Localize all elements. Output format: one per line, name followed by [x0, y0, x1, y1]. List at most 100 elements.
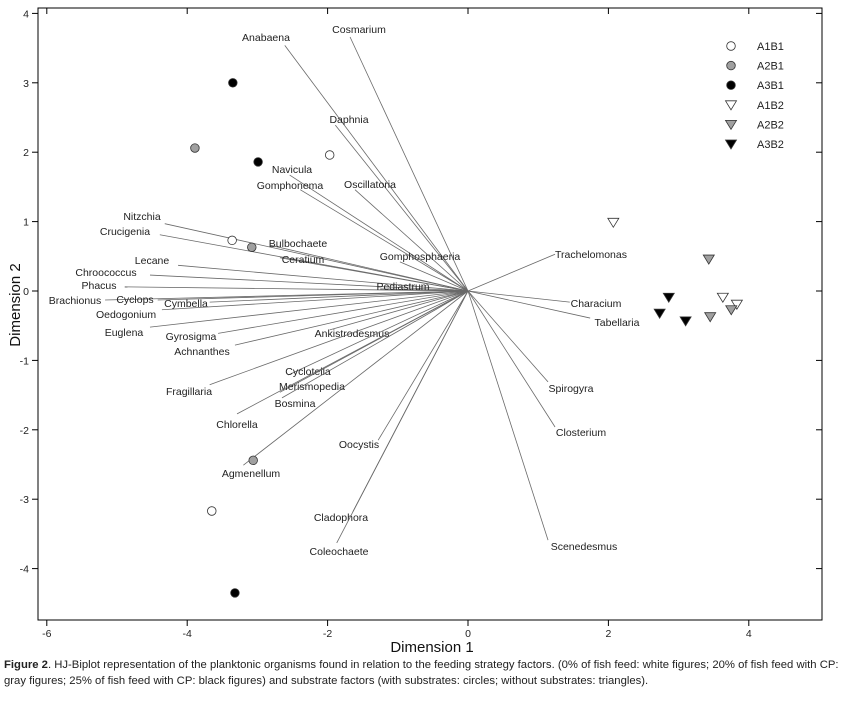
x-tick-label: -2: [323, 628, 332, 640]
vector-label: Brachionus: [49, 295, 102, 307]
y-axis-label: Dimension 2: [7, 263, 24, 346]
vector-label: Lecane: [135, 255, 170, 267]
vector-line-navicula: [289, 174, 469, 292]
point-a3b1: [228, 78, 238, 88]
point-a2b2: [703, 312, 717, 323]
vector-label: Euglena: [105, 327, 144, 339]
y-tick-label: 1: [23, 217, 29, 229]
y-tick-label: -1: [20, 355, 29, 367]
vector-label: Cladophora: [314, 512, 368, 524]
vector-label: Gomphosphaeria: [380, 251, 461, 263]
vector-line-cyclops: [157, 290, 469, 301]
vector-label: Chlorella: [216, 419, 258, 431]
vector-line-ankistrodesmus: [329, 290, 469, 331]
legend-marker-a3b2: [724, 139, 738, 150]
biplot-chart: Anabaena Cosmarium Daphnia Navicula Gomphone…: [7, 7, 823, 655]
vector-label: Cyclops: [116, 294, 153, 306]
vector-label: Anabaena: [242, 32, 290, 44]
vector-line-closterium: [467, 290, 556, 428]
point-a2b2: [725, 305, 738, 316]
legend-marker-a2b1: [726, 60, 736, 71]
vector-label: Trachelomonas: [555, 249, 627, 261]
axes: -6 -4 -2 0 2 4 -4 -3 -2 -1 0 1 2 3 4: [20, 8, 822, 640]
vectors: Anabaena Cosmarium Daphnia Navicula Gomphone…: [49, 24, 640, 558]
point-a1b2: [716, 292, 730, 304]
vector-line-fragillaria: [209, 290, 469, 386]
point-a1b1: [227, 235, 237, 246]
vector-line-gomphonema: [300, 189, 469, 292]
vector-label: Chroococcus: [75, 267, 136, 279]
legend-marker-a2b2: [724, 120, 738, 131]
vector-label: Cymbella: [164, 298, 208, 310]
vector-line-spirogyra: [467, 290, 549, 383]
vector-line-gomphosphaeria: [399, 261, 469, 292]
vector-line-oocystis: [377, 290, 469, 441]
caption-text: . HJ-Biplot representation of the plankt…: [4, 659, 839, 687]
y-tick-label: 0: [23, 286, 29, 298]
vector-label: Closterium: [556, 427, 606, 439]
vector-line-bosmina: [281, 290, 469, 399]
plot-frame: [37, 7, 823, 621]
vector-label: Gyrosigma: [166, 331, 217, 343]
y-tick-label: -3: [20, 494, 29, 506]
x-tick-label: 2: [605, 628, 611, 640]
y-tick-label: 3: [23, 78, 29, 90]
vector-label: Ankistrodesmus: [315, 328, 390, 340]
point-a2b1: [247, 242, 257, 252]
vector-line-bulbochaete: [269, 244, 469, 292]
legend-label: A1B1: [757, 41, 784, 53]
vector-label: Nitzchia: [123, 211, 161, 223]
y-tick-label: -2: [20, 425, 29, 437]
vector-line-gyrosigma: [218, 290, 469, 334]
vector-label: Agmenellum: [222, 468, 281, 480]
vector-label: Ceratium: [282, 254, 325, 266]
vector-line-chlorella: [236, 290, 469, 415]
vector-line-nitzchia: [164, 223, 469, 292]
vector-line-agmenellum: [243, 290, 469, 466]
vector-label: Tabellaria: [595, 317, 640, 329]
point-a1b1: [207, 506, 217, 516]
vector-line-euglena: [149, 290, 469, 328]
vector-label: Spirogyra: [549, 383, 594, 395]
vector-line-cyclotella: [288, 290, 469, 376]
vector-label: Characium: [571, 298, 622, 310]
vector-line-cosmarium: [349, 36, 469, 292]
vector-label: Pediastrum: [376, 281, 429, 293]
points: [190, 78, 744, 598]
vector-label: Achnanthes: [174, 346, 229, 358]
legend-marker-a1b1: [726, 41, 736, 51]
vector-label: Crucigenia: [100, 226, 150, 238]
vector-line-phacus: [124, 286, 469, 292]
vector-label: Oocystis: [339, 439, 379, 451]
vector-line-pediastrum: [380, 288, 469, 292]
x-tick-label: -6: [42, 628, 51, 640]
vector-line-daphnia: [335, 124, 469, 292]
vector-label: Bulbochaete: [269, 238, 328, 250]
vector-line-tabellaria: [467, 290, 591, 319]
vector-label: Fragillaria: [166, 386, 212, 398]
y-tick-label: -4: [20, 564, 29, 576]
point-a3b2: [662, 292, 675, 304]
legend-marker-a3b1: [726, 80, 736, 90]
vector-label: Gomphonema: [257, 180, 324, 192]
vector-label: Scenedesmus: [551, 541, 618, 553]
point-a3b2: [679, 316, 692, 327]
point-a3b2: [653, 308, 666, 319]
legend: A1B1 A2B1 A3B1 A1B2 A2B2 A3B2: [724, 41, 784, 151]
vector-label: Phacus: [81, 280, 116, 292]
point-a3b1: [230, 588, 240, 598]
point-a1b1: [325, 150, 335, 160]
vector-line-achnanthes: [234, 290, 469, 346]
vector-line-anabaena: [284, 45, 469, 292]
point-a2b2: [702, 254, 715, 265]
y-tick-label: 2: [23, 147, 29, 159]
x-tick-label: -4: [183, 628, 192, 640]
vector-label: Merismopedia: [279, 381, 345, 393]
legend-marker-a1b2: [724, 100, 738, 111]
point-a3b1: [253, 157, 263, 167]
legend-label: A1B2: [757, 100, 784, 112]
vector-label: Oscillatoria: [344, 179, 396, 191]
vector-label: Oedogonium: [96, 309, 156, 321]
vector-label: Navicula: [272, 164, 312, 176]
point-a1b2: [607, 217, 620, 229]
